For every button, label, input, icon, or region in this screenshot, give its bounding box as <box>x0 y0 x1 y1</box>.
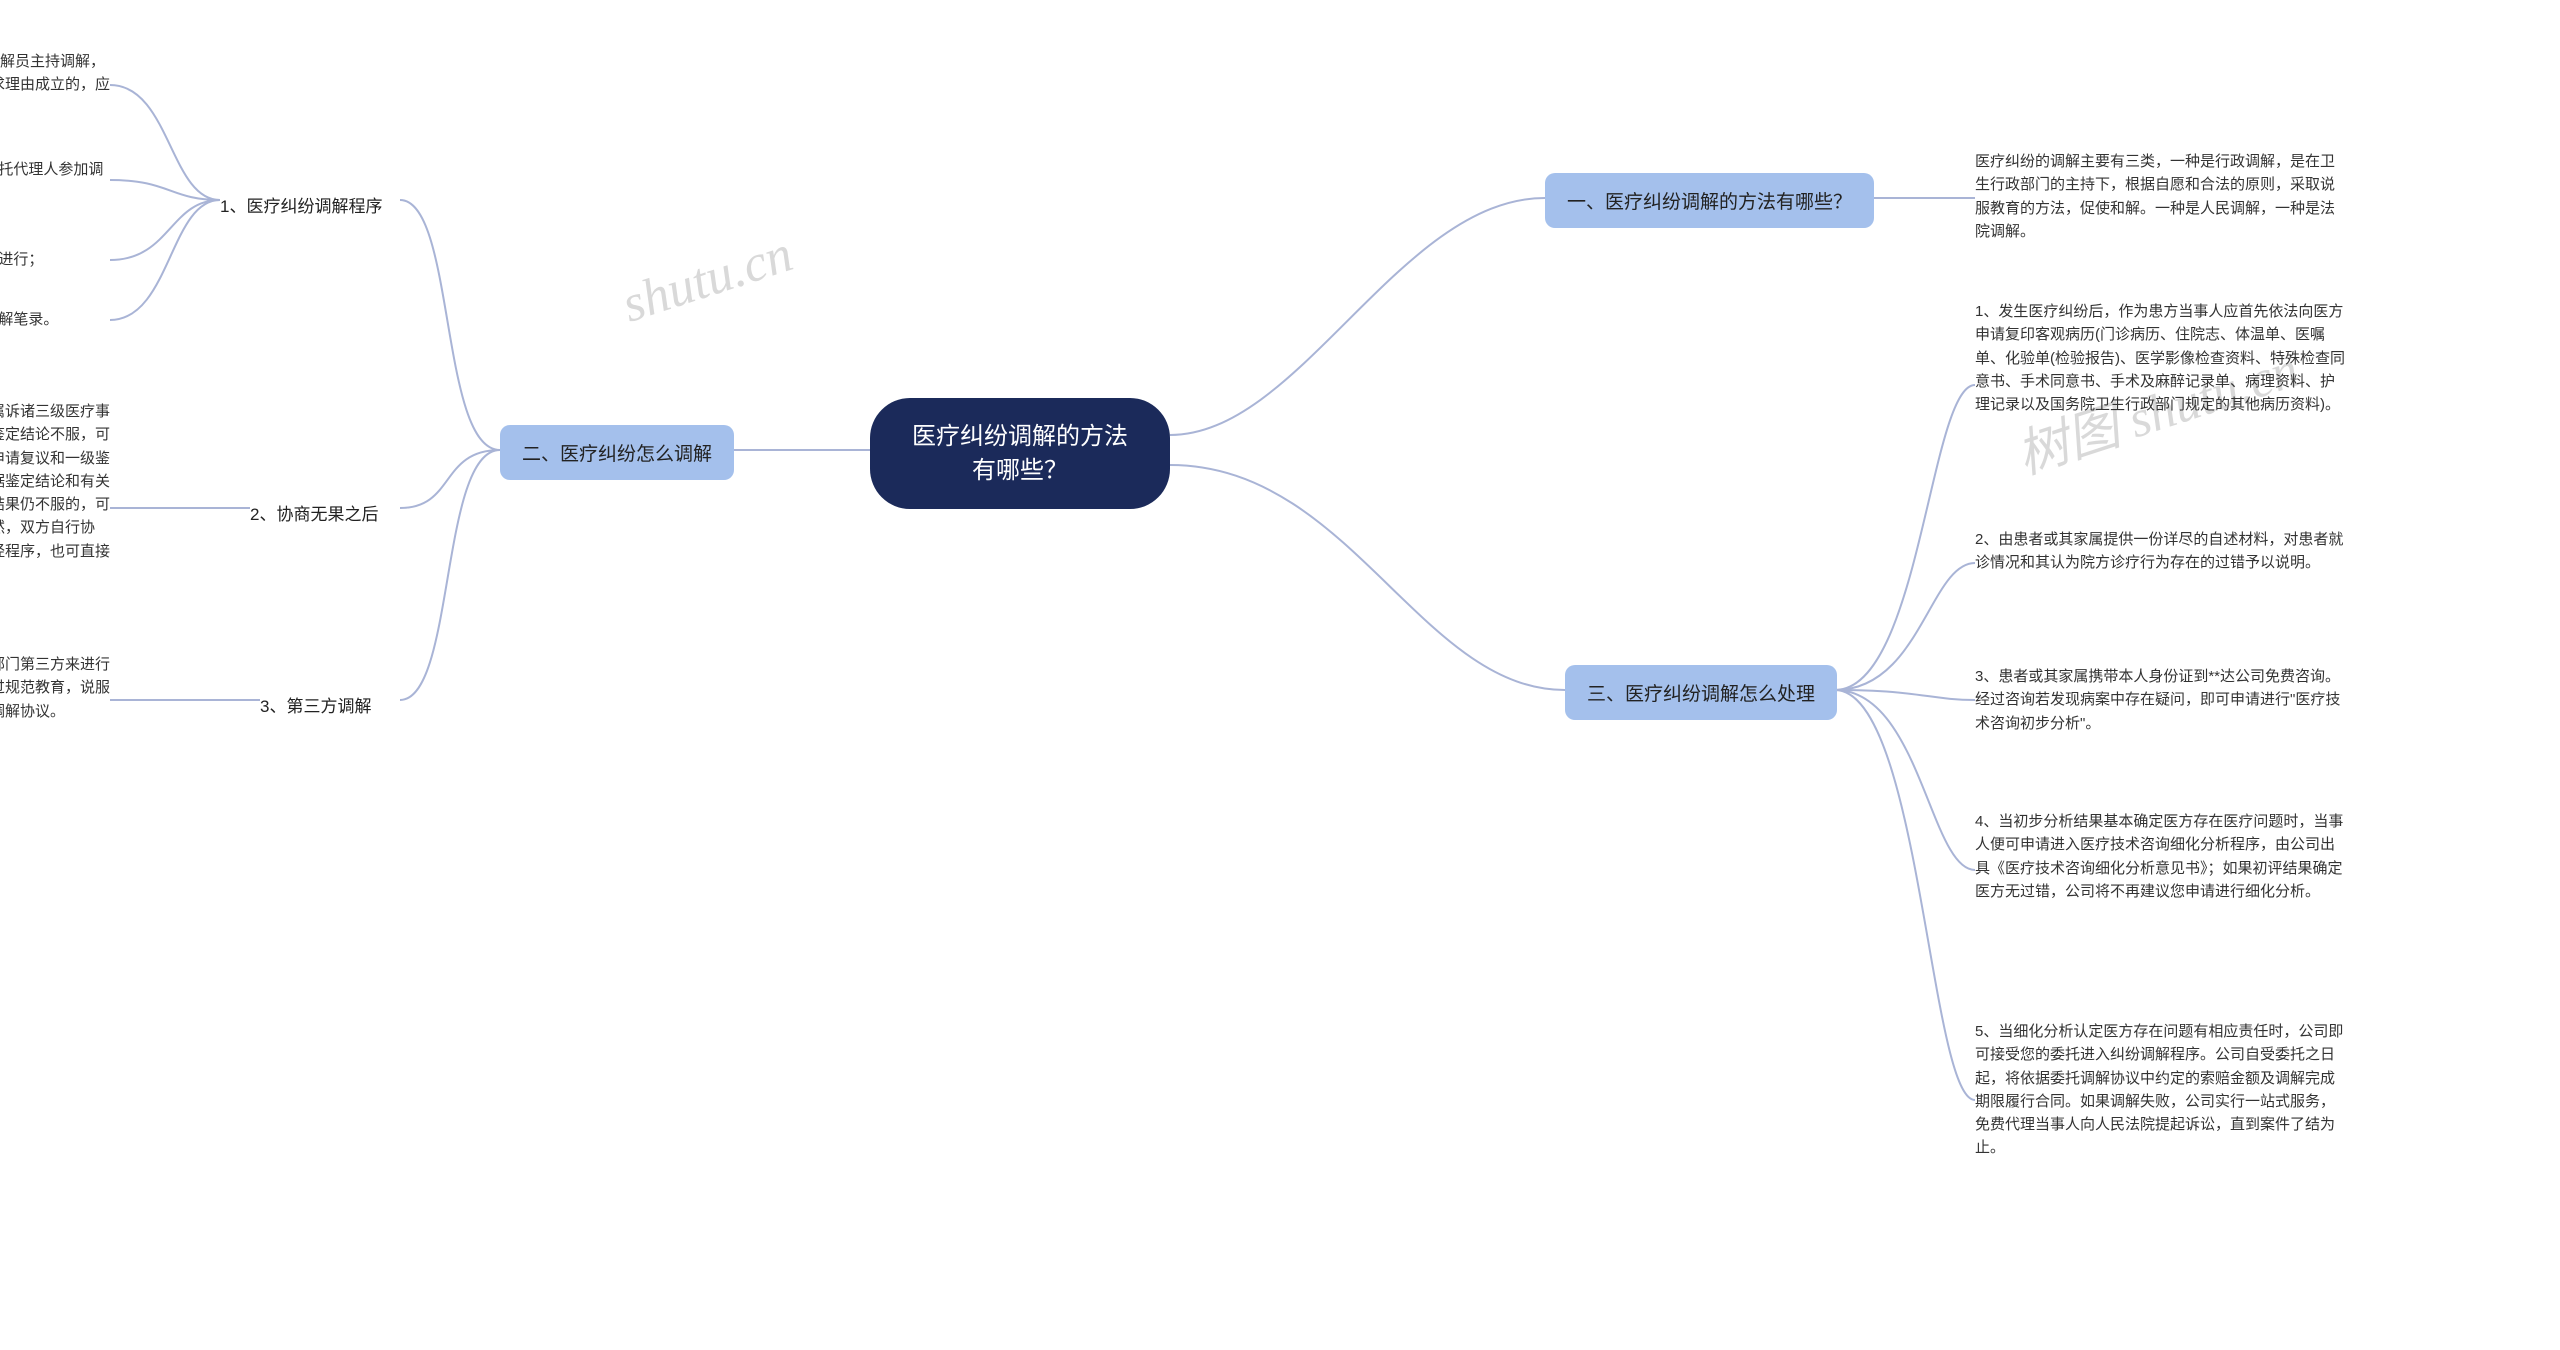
branch-3-leaf-4: 4、当初步分析结果基本确定医方存在医疗问题时，当事人便可申请进入医疗技术咨询细化… <box>1975 810 2345 903</box>
branch-2-sub-2: 2、协商无果之后 <box>250 496 378 529</box>
sub1-leaf-1: （1）调委会应当指定1名或2名人民调解员主持调解，医患双方当事人对调解员提出回避… <box>0 50 110 120</box>
branch-2-sub-1: 1、医疗纠纷调解程序 <box>220 188 382 221</box>
branch-3-leaf-3: 3、患者或其家属携带本人身份证到**达公司免费咨询。经过咨询若发现病案中存在疑问… <box>1975 665 2345 735</box>
branch-2: 二、医疗纠纷怎么调解 <box>500 425 734 480</box>
branch-1: 一、医疗纠纷调解的方法有哪些？ <box>1545 173 1874 228</box>
branch-3-leaf-1: 1、发生医疗纠纷后，作为患方当事人应首先依法向医方申请复印客观病历(门诊病历、住… <box>1975 300 2345 416</box>
sub1-leaf-2: （2）医患双方当事人可聘请律师或委托代理人参加调解； <box>0 158 110 205</box>
sub2-leaf: 协商不成的，会建议则建议患者或家属诉诸三级医疗事故鉴定委员会，进行鉴定。如对三级… <box>0 400 110 586</box>
branch-1-leaf: 医疗纠纷的调解主要有三类，一种是行政调解，是在卫生行政部门的主持下，根据自愿和合… <box>1975 150 2345 243</box>
sub1-leaf-4: （4）调解人员进行调解时应当做好调解笔录。 <box>0 308 110 331</box>
sub3-leaf: 第三方调解。医疗纠纷可以卫生行政部门第三方来进行行政调解。第三方处于居中地位，通… <box>0 653 110 723</box>
watermark: shutu.cn <box>615 224 799 334</box>
branch-3-leaf-2: 2、由患者或其家属提供一份详尽的自述材料，对患者就诊情况和其认为院方诊疗行为存在… <box>1975 528 2345 575</box>
branch-3-leaf-5: 5、当细化分析认定医方存在问题有相应责任时，公司即可接受您的委托进入纠纷调解程序… <box>1975 1020 2345 1160</box>
sub1-leaf-3: （3）调解应当在专门设置的调解场所进行； <box>0 248 110 271</box>
branch-2-sub-3: 3、第三方调解 <box>260 688 371 721</box>
branch-3: 三、医疗纠纷调解怎么处理 <box>1565 665 1837 720</box>
central-node: 医疗纠纷调解的方法有哪些？ <box>870 398 1170 509</box>
